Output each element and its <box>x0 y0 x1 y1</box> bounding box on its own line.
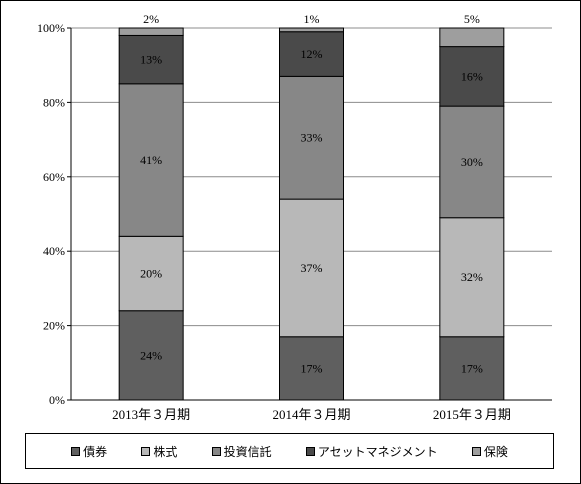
legend-label: 株式 <box>153 444 178 459</box>
legend-label: 債券 <box>83 444 108 459</box>
bar-segment <box>439 46 505 107</box>
y-tick-label: 40% <box>43 244 65 258</box>
data-label: 5% <box>464 12 480 26</box>
x-tick-label: 2015年３月期 <box>433 407 511 422</box>
bar-segment <box>439 336 505 401</box>
data-label: 16% <box>461 69 483 83</box>
legend-item: 投資信託 <box>211 443 272 460</box>
y-tick-label: 80% <box>43 95 65 109</box>
data-label: 1% <box>304 12 320 26</box>
legend-item: 債券 <box>71 443 107 460</box>
bar-segment <box>279 336 344 401</box>
x-tick-label: 2013年３月期 <box>112 407 190 422</box>
legend-swatch <box>211 446 221 456</box>
data-label: 37% <box>301 261 323 275</box>
bar-segment <box>118 310 184 401</box>
data-label: 17% <box>301 361 323 375</box>
legend-swatch <box>471 446 481 456</box>
legend-swatch <box>141 446 151 456</box>
data-label: 41% <box>140 153 162 167</box>
data-label: 33% <box>301 131 323 145</box>
legend-label: アセットマネジメント <box>317 444 438 459</box>
legend-item: アセットマネジメント <box>305 443 438 460</box>
data-label: 17% <box>461 361 483 375</box>
bar-segment <box>279 31 344 77</box>
legend: 債券 株式 投資信託 アセットマネジメント 保険 <box>25 433 554 469</box>
bar-segment <box>118 83 184 237</box>
y-tick-label: 60% <box>43 170 65 184</box>
data-label: 20% <box>140 267 162 281</box>
data-label: 32% <box>461 270 483 284</box>
data-label: 12% <box>301 47 323 61</box>
data-label: 24% <box>140 348 162 362</box>
bar-segment <box>279 27 344 33</box>
legend-swatch <box>71 446 81 456</box>
legend-item: 株式 <box>141 443 177 460</box>
bar-segment <box>279 198 344 338</box>
bar-segment <box>439 27 505 48</box>
bar-segment <box>118 34 184 85</box>
legend-label: 保険 <box>483 444 508 459</box>
legend-item: 保険 <box>471 443 508 460</box>
x-tick-label: 2014年３月期 <box>272 407 350 422</box>
y-tick-label: 0% <box>49 393 65 407</box>
bar-segment <box>118 27 184 36</box>
bar-segment <box>118 235 184 312</box>
y-tick-label: 20% <box>43 319 65 333</box>
y-tick-label: 100% <box>37 21 65 35</box>
bar-segment <box>439 105 505 219</box>
legend-label: 投資信託 <box>223 444 272 459</box>
legend-swatch <box>305 446 315 456</box>
data-label: 30% <box>461 155 483 169</box>
bar-segment <box>279 75 344 200</box>
data-label: 13% <box>140 53 162 67</box>
data-label: 2% <box>143 12 159 26</box>
